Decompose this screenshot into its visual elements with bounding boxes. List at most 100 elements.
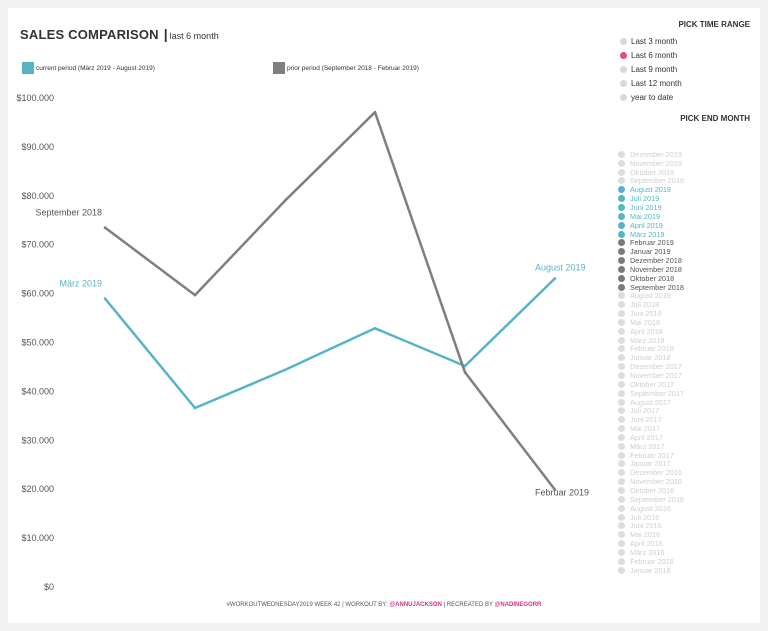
- time-range-option[interactable]: Last 9 month: [620, 63, 682, 77]
- legend-label-current: current period (März 2019 - August 2019): [36, 64, 155, 72]
- end-month-option[interactable]: Januar 2019: [618, 247, 684, 256]
- end-month-option[interactable]: März 2017: [618, 442, 684, 451]
- end-month-option[interactable]: September 2016: [618, 495, 684, 504]
- end-month-option[interactable]: Juni 2016: [618, 521, 684, 530]
- data-point[interactable]: [553, 277, 557, 280]
- end-month-option[interactable]: April 2018: [618, 327, 684, 336]
- end-month-option[interactable]: Oktober 2016: [618, 486, 684, 495]
- end-month-option[interactable]: Dezember 2017: [618, 362, 684, 371]
- end-month-option[interactable]: Juni 2019: [618, 203, 684, 212]
- end-month-option[interactable]: Mai 2017: [618, 424, 684, 433]
- end-month-option[interactable]: November 2017: [618, 371, 684, 380]
- time-range-option[interactable]: Last 12 month: [620, 76, 682, 90]
- end-month-option[interactable]: August 2018: [618, 291, 684, 300]
- data-point[interactable]: [283, 368, 287, 372]
- end-month-list: Dezember 2019 November 2019 Oktober 2019 Se…: [618, 150, 684, 575]
- end-month-option[interactable]: Februar 2016: [618, 557, 684, 566]
- time-range-option[interactable]: year to date: [620, 90, 682, 104]
- data-point[interactable]: [103, 297, 107, 300]
- dashboard-card: [8, 8, 760, 623]
- data-point[interactable]: [463, 371, 467, 374]
- month-dot-icon: [618, 566, 625, 574]
- month-dot-icon: [618, 478, 625, 486]
- end-month-option[interactable]: August 2016: [618, 504, 684, 513]
- footer-recreator[interactable]: @NADINEGORR: [494, 602, 542, 608]
- data-point[interactable]: [193, 293, 197, 297]
- end-month-option[interactable]: Dezember 2018: [618, 256, 684, 265]
- data-point[interactable]: [373, 110, 377, 114]
- end-month-option[interactable]: Juli 2019: [618, 194, 684, 203]
- month-dot-icon: [618, 283, 625, 291]
- end-month-option[interactable]: Dezember 2019: [618, 150, 684, 159]
- month-dot-icon: [618, 504, 625, 512]
- end-month-option[interactable]: Mai 2016: [618, 530, 684, 539]
- series-line-current[interactable]: [104, 277, 556, 410]
- time-range-option[interactable]: Last 6 month: [620, 49, 682, 63]
- end-month-option[interactable]: Februar 2018: [618, 344, 684, 353]
- end-month-option[interactable]: März 2018: [618, 336, 684, 345]
- month-dot-icon: [618, 292, 625, 300]
- end-month-option[interactable]: Januar 2017: [618, 459, 684, 468]
- end-month-option[interactable]: Juli 2017: [618, 406, 684, 415]
- end-month-option[interactable]: Oktober 2018: [618, 274, 684, 283]
- time-range-label: Last 6 month: [631, 51, 678, 61]
- end-month-label: Juli 2016: [630, 512, 660, 522]
- end-month-option[interactable]: April 2017: [618, 433, 684, 442]
- end-month-option[interactable]: Januar 2018: [618, 353, 684, 362]
- end-month-option[interactable]: Januar 2016: [618, 566, 684, 575]
- radio-dot-icon: [620, 65, 627, 73]
- end-month-option[interactable]: September 2019: [618, 176, 684, 185]
- end-month-option[interactable]: September 2018: [618, 283, 684, 292]
- footer-author[interactable]: @ANNUJACKSON: [389, 602, 442, 608]
- time-range-option[interactable]: Last 3 month: [620, 35, 682, 49]
- end-month-option[interactable]: Februar 2017: [618, 451, 684, 460]
- month-dot-icon: [618, 257, 625, 265]
- end-month-option[interactable]: Oktober 2017: [618, 380, 684, 389]
- end-month-option[interactable]: August 2017: [618, 398, 684, 407]
- end-month-option[interactable]: April 2019: [618, 221, 684, 230]
- end-month-option[interactable]: Juli 2018: [618, 300, 684, 309]
- end-month-option[interactable]: Mai 2018: [618, 318, 684, 327]
- month-dot-icon: [618, 548, 625, 556]
- time-range-label: Last 3 month: [631, 37, 678, 47]
- end-month-label: Februar 2017: [630, 450, 674, 460]
- data-point[interactable]: [103, 226, 107, 229]
- month-dot-icon: [618, 442, 625, 450]
- month-dot-icon: [618, 389, 625, 397]
- end-month-option[interactable]: Juli 2016: [618, 513, 684, 522]
- end-month-option[interactable]: Februar 2019: [618, 238, 684, 247]
- time-range-heading: PICK TIME RANGE: [678, 20, 750, 29]
- data-point[interactable]: [553, 488, 557, 491]
- end-month-option[interactable]: Oktober 2019: [618, 168, 684, 177]
- month-dot-icon: [618, 372, 625, 380]
- end-month-option[interactable]: Juni 2018: [618, 309, 684, 318]
- end-month-option[interactable]: November 2019: [618, 159, 684, 168]
- data-point[interactable]: [283, 199, 287, 202]
- month-dot-icon: [618, 301, 625, 309]
- end-month-option[interactable]: Mai 2019: [618, 212, 684, 221]
- end-month-label: November 2016: [630, 477, 682, 487]
- end-month-option[interactable]: September 2017: [618, 389, 684, 398]
- title-block: SALES COMPARISON | last 6 month: [20, 26, 219, 42]
- end-month-label: Mai 2018: [630, 317, 661, 327]
- y-tick-label: $30.000: [21, 435, 54, 445]
- data-point[interactable]: [193, 406, 197, 410]
- y-tick-label: $40.000: [21, 386, 54, 396]
- end-month-option[interactable]: November 2016: [618, 477, 684, 486]
- end-month-option[interactable]: März 2019: [618, 230, 684, 239]
- end-month-label: August 2017: [630, 397, 671, 407]
- end-month-label: April 2017: [630, 432, 663, 442]
- end-month-option[interactable]: Juni 2017: [618, 415, 684, 424]
- end-month-option[interactable]: April 2016: [618, 539, 684, 548]
- month-dot-icon: [618, 363, 625, 371]
- end-month-label: Dezember 2017: [630, 362, 682, 372]
- end-month-option[interactable]: März 2016: [618, 548, 684, 557]
- y-tick-label: $90.000: [21, 142, 54, 152]
- month-dot-icon: [618, 557, 625, 565]
- end-month-option[interactable]: November 2018: [618, 265, 684, 274]
- end-month-option[interactable]: August 2019: [618, 185, 684, 194]
- data-point[interactable]: [373, 327, 377, 330]
- series-line-prior[interactable]: [104, 110, 556, 491]
- end-month-label: Februar 2016: [630, 556, 674, 566]
- end-month-option[interactable]: Dezember 2016: [618, 468, 684, 477]
